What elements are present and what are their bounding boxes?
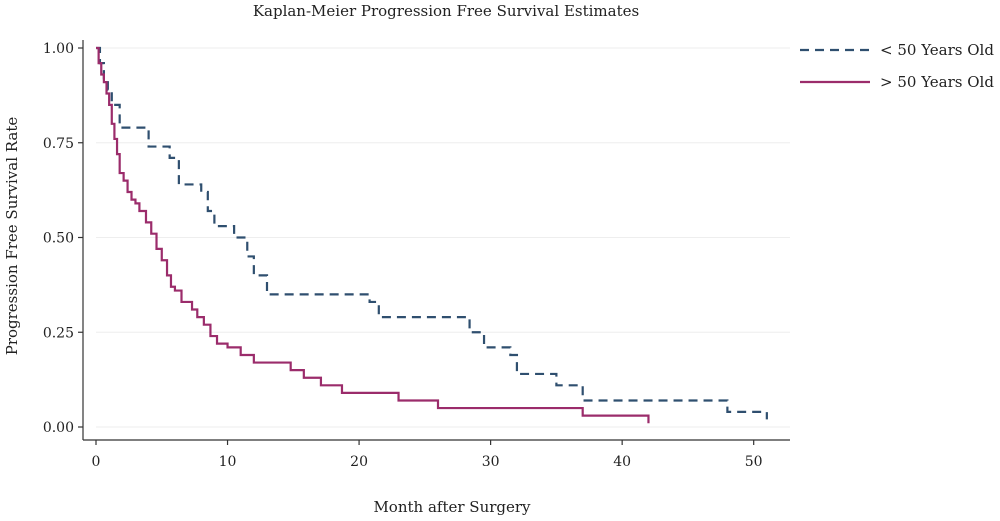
y-axis-label: Progression Free Survival Rate [3, 117, 21, 356]
x-tick-label: 10 [219, 454, 237, 470]
axes: 0.00 0.25 0.50 0.75 1.00 0 10 20 30 40 50 [43, 40, 790, 470]
y-tick-label: 0.75 [43, 136, 74, 152]
series [96, 46, 768, 424]
legend-label-under-50: < 50 Years Old [880, 41, 994, 59]
chart-title: Kaplan-Meier Progression Free Survival E… [253, 2, 639, 20]
x-tick-label: 50 [745, 454, 763, 470]
x-tick-label: 20 [350, 454, 368, 470]
x-tick-label: 30 [482, 454, 500, 470]
x-axis-label: Month after Surgery [373, 498, 531, 516]
series-line-under-50 [96, 46, 768, 420]
grid [96, 47, 790, 428]
x-tick-label: 0 [92, 454, 101, 470]
series-line-over-50 [96, 46, 650, 424]
y-tick-label: 0.25 [43, 325, 74, 341]
legend: < 50 Years Old > 50 Years Old [800, 41, 994, 91]
legend-label-over-50: > 50 Years Old [880, 73, 994, 91]
y-tick-label: 0.00 [43, 420, 74, 436]
y-tick-label: 1.00 [43, 41, 74, 57]
x-tick-label: 40 [613, 454, 631, 470]
y-tick-label: 0.50 [43, 231, 74, 247]
